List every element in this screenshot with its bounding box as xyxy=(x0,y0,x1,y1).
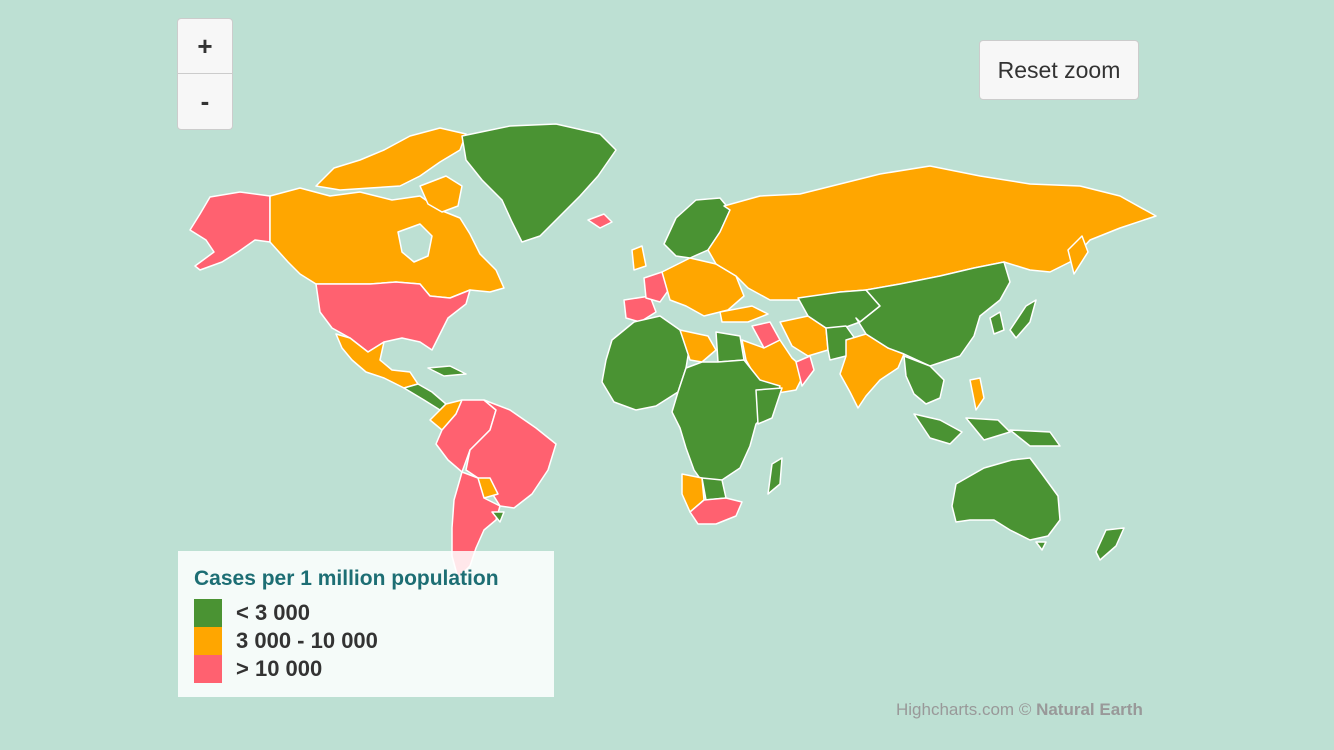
region-greenland[interactable] xyxy=(461,123,617,243)
region-kamchatka[interactable] xyxy=(1067,235,1089,275)
region-tasmania[interactable] xyxy=(1035,541,1047,551)
region-central-america[interactable] xyxy=(403,383,447,411)
zoom-out-button[interactable]: - xyxy=(177,74,233,130)
region-oman[interactable] xyxy=(795,355,815,387)
region-libya[interactable] xyxy=(679,329,717,363)
credits-source: Natural Earth xyxy=(1036,700,1143,719)
credits[interactable]: Highcharts.com © Natural Earth xyxy=(896,700,1143,720)
zoom-in-button[interactable]: + xyxy=(177,18,233,74)
legend-item-medium[interactable]: 3 000 - 10 000 xyxy=(194,627,554,655)
region-madagascar[interactable] xyxy=(767,457,783,495)
legend-label: < 3 000 xyxy=(236,600,311,625)
region-philippines[interactable] xyxy=(969,377,985,411)
hudson-bay xyxy=(397,223,433,263)
region-southeast-asia[interactable] xyxy=(903,355,945,405)
region-indonesia[interactable] xyxy=(913,413,1061,447)
region-russia[interactable] xyxy=(707,165,1157,301)
region-caribbean[interactable] xyxy=(427,365,467,377)
region-horn-of-africa[interactable] xyxy=(755,387,783,425)
legend-title: Cases per 1 million population xyxy=(194,567,499,590)
region-australia[interactable] xyxy=(951,457,1061,541)
legend-label: 3 000 - 10 000 xyxy=(236,628,378,653)
region-egypt[interactable] xyxy=(715,331,745,363)
region-mexico[interactable] xyxy=(335,333,419,389)
region-south-africa[interactable] xyxy=(689,497,743,525)
region-europe-central[interactable] xyxy=(661,257,745,317)
region-new-zealand[interactable] xyxy=(1095,527,1125,561)
legend-swatch xyxy=(194,599,222,627)
region-iceland[interactable] xyxy=(587,213,613,229)
legend-label: > 10 000 xyxy=(236,656,323,681)
legend-swatch xyxy=(194,627,222,655)
credits-prefix: Highcharts.com © xyxy=(896,700,1037,719)
region-korea[interactable] xyxy=(989,311,1005,335)
legend: Cases per 1 million population < 3 000 3… xyxy=(178,551,554,697)
region-central-east-africa[interactable] xyxy=(671,359,781,485)
legend-item-high[interactable]: > 10 000 xyxy=(194,655,554,683)
region-turkey[interactable] xyxy=(719,305,769,323)
reset-zoom-button[interactable]: Reset zoom xyxy=(979,40,1139,100)
region-alaska[interactable] xyxy=(189,191,271,271)
region-uk[interactable] xyxy=(631,245,647,271)
region-canada[interactable] xyxy=(269,187,505,299)
legend-item-low[interactable]: < 3 000 xyxy=(194,599,554,627)
region-botswana[interactable] xyxy=(701,477,727,501)
region-china[interactable] xyxy=(855,261,1011,367)
region-japan[interactable] xyxy=(1009,299,1037,339)
region-uruguay[interactable] xyxy=(491,511,505,523)
region-baffin[interactable] xyxy=(419,175,463,213)
legend-swatch xyxy=(194,655,222,683)
